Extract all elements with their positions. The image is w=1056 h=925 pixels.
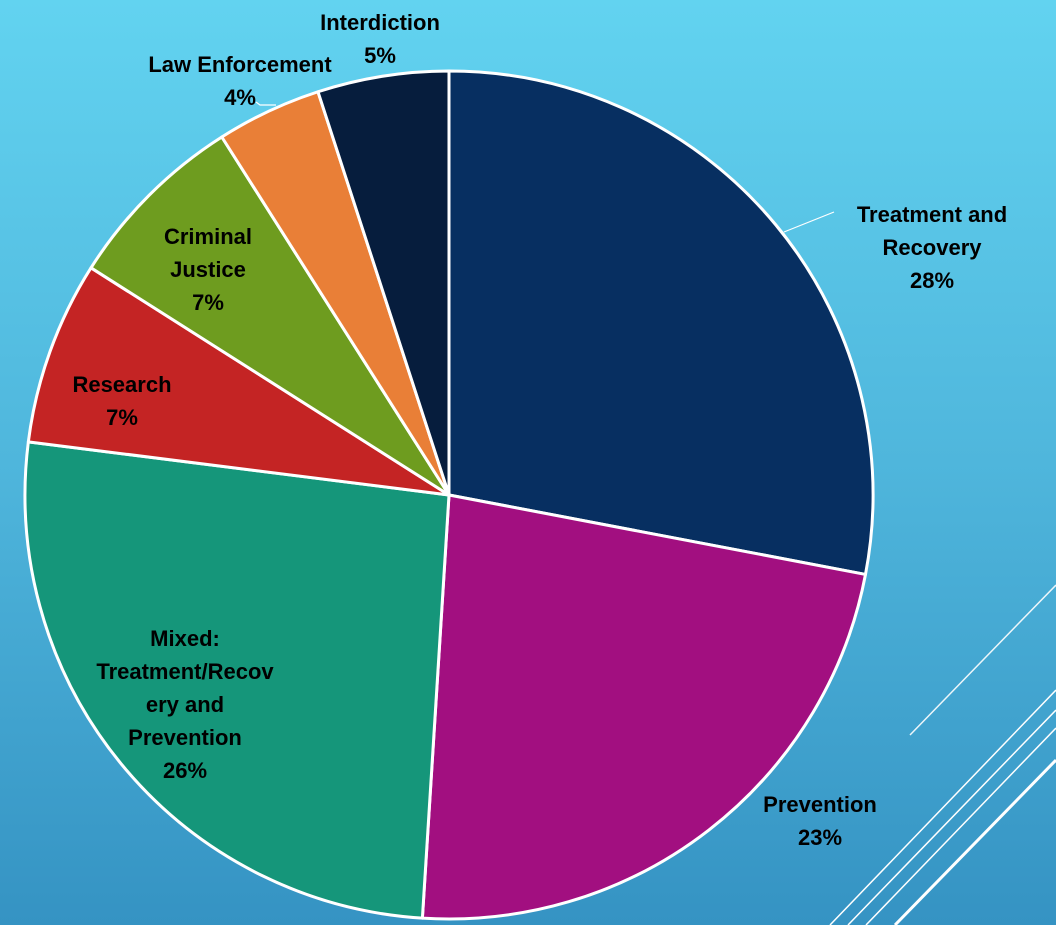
leader-line (783, 211, 835, 233)
slice-label: Treatment and Recovery 28% (857, 202, 1007, 293)
pie-slice (447, 69, 875, 576)
pie-slice (89, 135, 451, 497)
slice-percent-label: 28% (910, 268, 954, 293)
slice-name-label: ery and (146, 692, 224, 717)
slice-percent-label: 26% (163, 758, 207, 783)
pie-slice (26, 266, 451, 497)
slice-name-label: Research (72, 372, 171, 397)
decoration-line (865, 727, 1056, 925)
decoration-line (893, 758, 1056, 925)
background-decoration (829, 584, 1056, 925)
slice-percent-label: 23% (798, 825, 842, 850)
decoration-line (909, 584, 1056, 736)
slice-percent-label: 7% (192, 290, 224, 315)
slice-name-label: Treatment and (857, 202, 1007, 227)
leader-lines (255, 101, 835, 233)
pie-slices (23, 69, 875, 921)
slice-name-label: Recovery (882, 235, 982, 260)
slice-name-label: Justice (170, 257, 246, 282)
slice-name-label: Criminal (164, 224, 252, 249)
slice-percent-label: 7% (106, 405, 138, 430)
slice-name-label: Treatment/Recov (96, 659, 274, 684)
slice-label: Criminal Justice 7% (164, 224, 252, 315)
slice-label: Law Enforcement 4% (148, 52, 332, 110)
pie-slice (316, 69, 451, 497)
slice-label: Prevention 23% (763, 792, 877, 850)
slice-percent-label: 4% (224, 85, 256, 110)
leader-line (255, 101, 276, 106)
slice-percent-label: 5% (364, 43, 396, 68)
slice-name-label: Interdiction (320, 10, 440, 35)
slice-name-label: Prevention (128, 725, 242, 750)
slice-labels: Treatment and Recovery 28% Prevention 23% Mix… (72, 10, 1007, 850)
slice-name-label: Prevention (763, 792, 877, 817)
slice-label: Mixed: Treatment/Recov ery and Prevention 26… (96, 626, 274, 783)
slice-name-label: Law Enforcement (148, 52, 332, 77)
pie-slice (420, 493, 867, 921)
pie-slice (23, 440, 451, 920)
decoration-line (829, 689, 1056, 925)
decoration-line (847, 709, 1056, 925)
slice-name-label: Mixed: (150, 626, 220, 651)
slice-label: Interdiction 5% (320, 10, 440, 68)
slice-label: Research 7% (72, 372, 171, 430)
